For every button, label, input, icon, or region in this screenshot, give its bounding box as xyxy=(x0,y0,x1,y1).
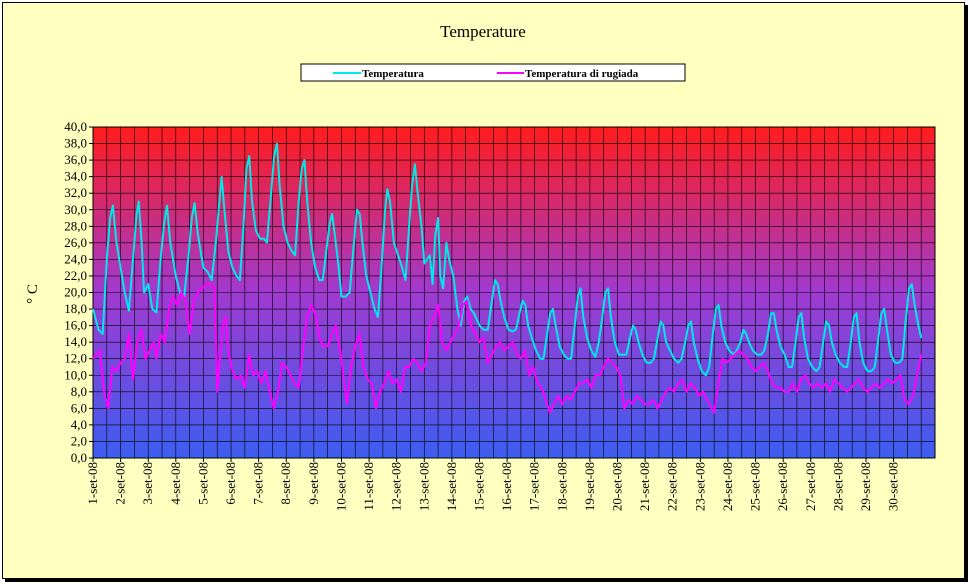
x-tick-label: 30-set-08 xyxy=(886,462,901,511)
x-tick-label: 16-set-08 xyxy=(499,462,514,511)
x-tick-label: 13-set-08 xyxy=(416,462,431,511)
y-tick-label: 40,0 xyxy=(64,119,87,134)
x-axis: 1-set-08 2-set-08 3-set-08 4-set-08 5-set-08… xyxy=(85,458,901,511)
x-tick-label: 5-set-08 xyxy=(195,462,210,505)
y-tick-label: 20,0 xyxy=(64,285,87,300)
legend-label-temperatura: Temperatura xyxy=(362,68,424,80)
x-tick-label: 29-set-08 xyxy=(858,462,873,511)
x-tick-label: 7-set-08 xyxy=(251,462,266,505)
series-line-temperatura xyxy=(92,142,923,377)
x-tick-label: 25-set-08 xyxy=(748,462,763,511)
y-tick-label: 10,0 xyxy=(64,367,87,382)
x-tick-label: 28-set-08 xyxy=(830,462,845,511)
x-tick-label: 22-set-08 xyxy=(665,462,680,511)
x-tick-label: 18-set-08 xyxy=(554,462,569,511)
x-tick-label: 6-set-08 xyxy=(223,462,238,505)
x-tick-label: 8-set-08 xyxy=(278,462,293,505)
series-line-rugiada xyxy=(92,283,923,414)
x-tick-label: 26-set-08 xyxy=(775,462,790,511)
y-tick-label: 22,0 xyxy=(64,268,87,283)
x-tick-label: 23-set-08 xyxy=(692,462,707,511)
x-tick-label: 12-set-08 xyxy=(389,462,404,511)
y-tick-label: 2,0 xyxy=(71,433,87,448)
series-lines xyxy=(92,142,923,414)
x-tick-label: 15-set-08 xyxy=(471,462,486,511)
x-tick-label: 21-set-08 xyxy=(637,462,652,511)
x-tick-label: 4-set-08 xyxy=(168,462,183,505)
y-tick-label: 14,0 xyxy=(64,334,87,349)
x-tick-label: 19-set-08 xyxy=(582,462,597,511)
x-tick-label: 3-set-08 xyxy=(140,462,155,505)
gridlines xyxy=(93,126,935,459)
legend: Temperatura Temperatura di rugiada xyxy=(300,63,686,82)
x-tick-label: 20-set-08 xyxy=(610,462,625,511)
x-tick-label: 1-set-08 xyxy=(85,462,100,505)
y-tick-label: 8,0 xyxy=(71,384,87,399)
x-tick-label: 17-set-08 xyxy=(527,462,542,511)
y-tick-label: 34,0 xyxy=(64,169,87,184)
y-tick-label: 18,0 xyxy=(64,301,87,316)
y-tick-label: 0,0 xyxy=(71,450,87,465)
y-tick-label: 28,0 xyxy=(64,218,87,233)
y-tick-label: 26,0 xyxy=(64,235,87,250)
y-tick-label: 30,0 xyxy=(64,202,87,217)
y-axis: 0,0 2,04,0 6,08,0 10,012,0 14,016,0 18,020,0 2… xyxy=(64,119,93,465)
chart-title: Temperature xyxy=(440,22,526,41)
y-tick-label: 36,0 xyxy=(64,152,87,167)
x-tick-label: 14-set-08 xyxy=(444,462,459,511)
x-tick-label: 2-set-08 xyxy=(113,462,128,505)
y-tick-label: 6,0 xyxy=(71,400,87,415)
y-tick-label: 16,0 xyxy=(64,318,87,333)
x-tick-label: 9-set-08 xyxy=(306,462,321,505)
x-tick-label: 24-set-08 xyxy=(720,462,735,511)
temperature-chart: Temperature Temperatura Temperatura di r… xyxy=(25,22,936,511)
y-tick-label: 24,0 xyxy=(64,251,87,266)
y-tick-label: 4,0 xyxy=(71,417,87,432)
x-tick-label: 27-set-08 xyxy=(803,462,818,511)
y-tick-label: 12,0 xyxy=(64,351,87,366)
y-tick-label: 32,0 xyxy=(64,185,87,200)
x-tick-label: 11-set-08 xyxy=(361,462,376,511)
x-tick-label: 10-set-08 xyxy=(333,462,348,511)
y-tick-label: 38,0 xyxy=(64,136,87,151)
legend-label-rugiada: Temperatura di rugiada xyxy=(525,68,639,80)
y-axis-label: ° C xyxy=(25,284,41,304)
